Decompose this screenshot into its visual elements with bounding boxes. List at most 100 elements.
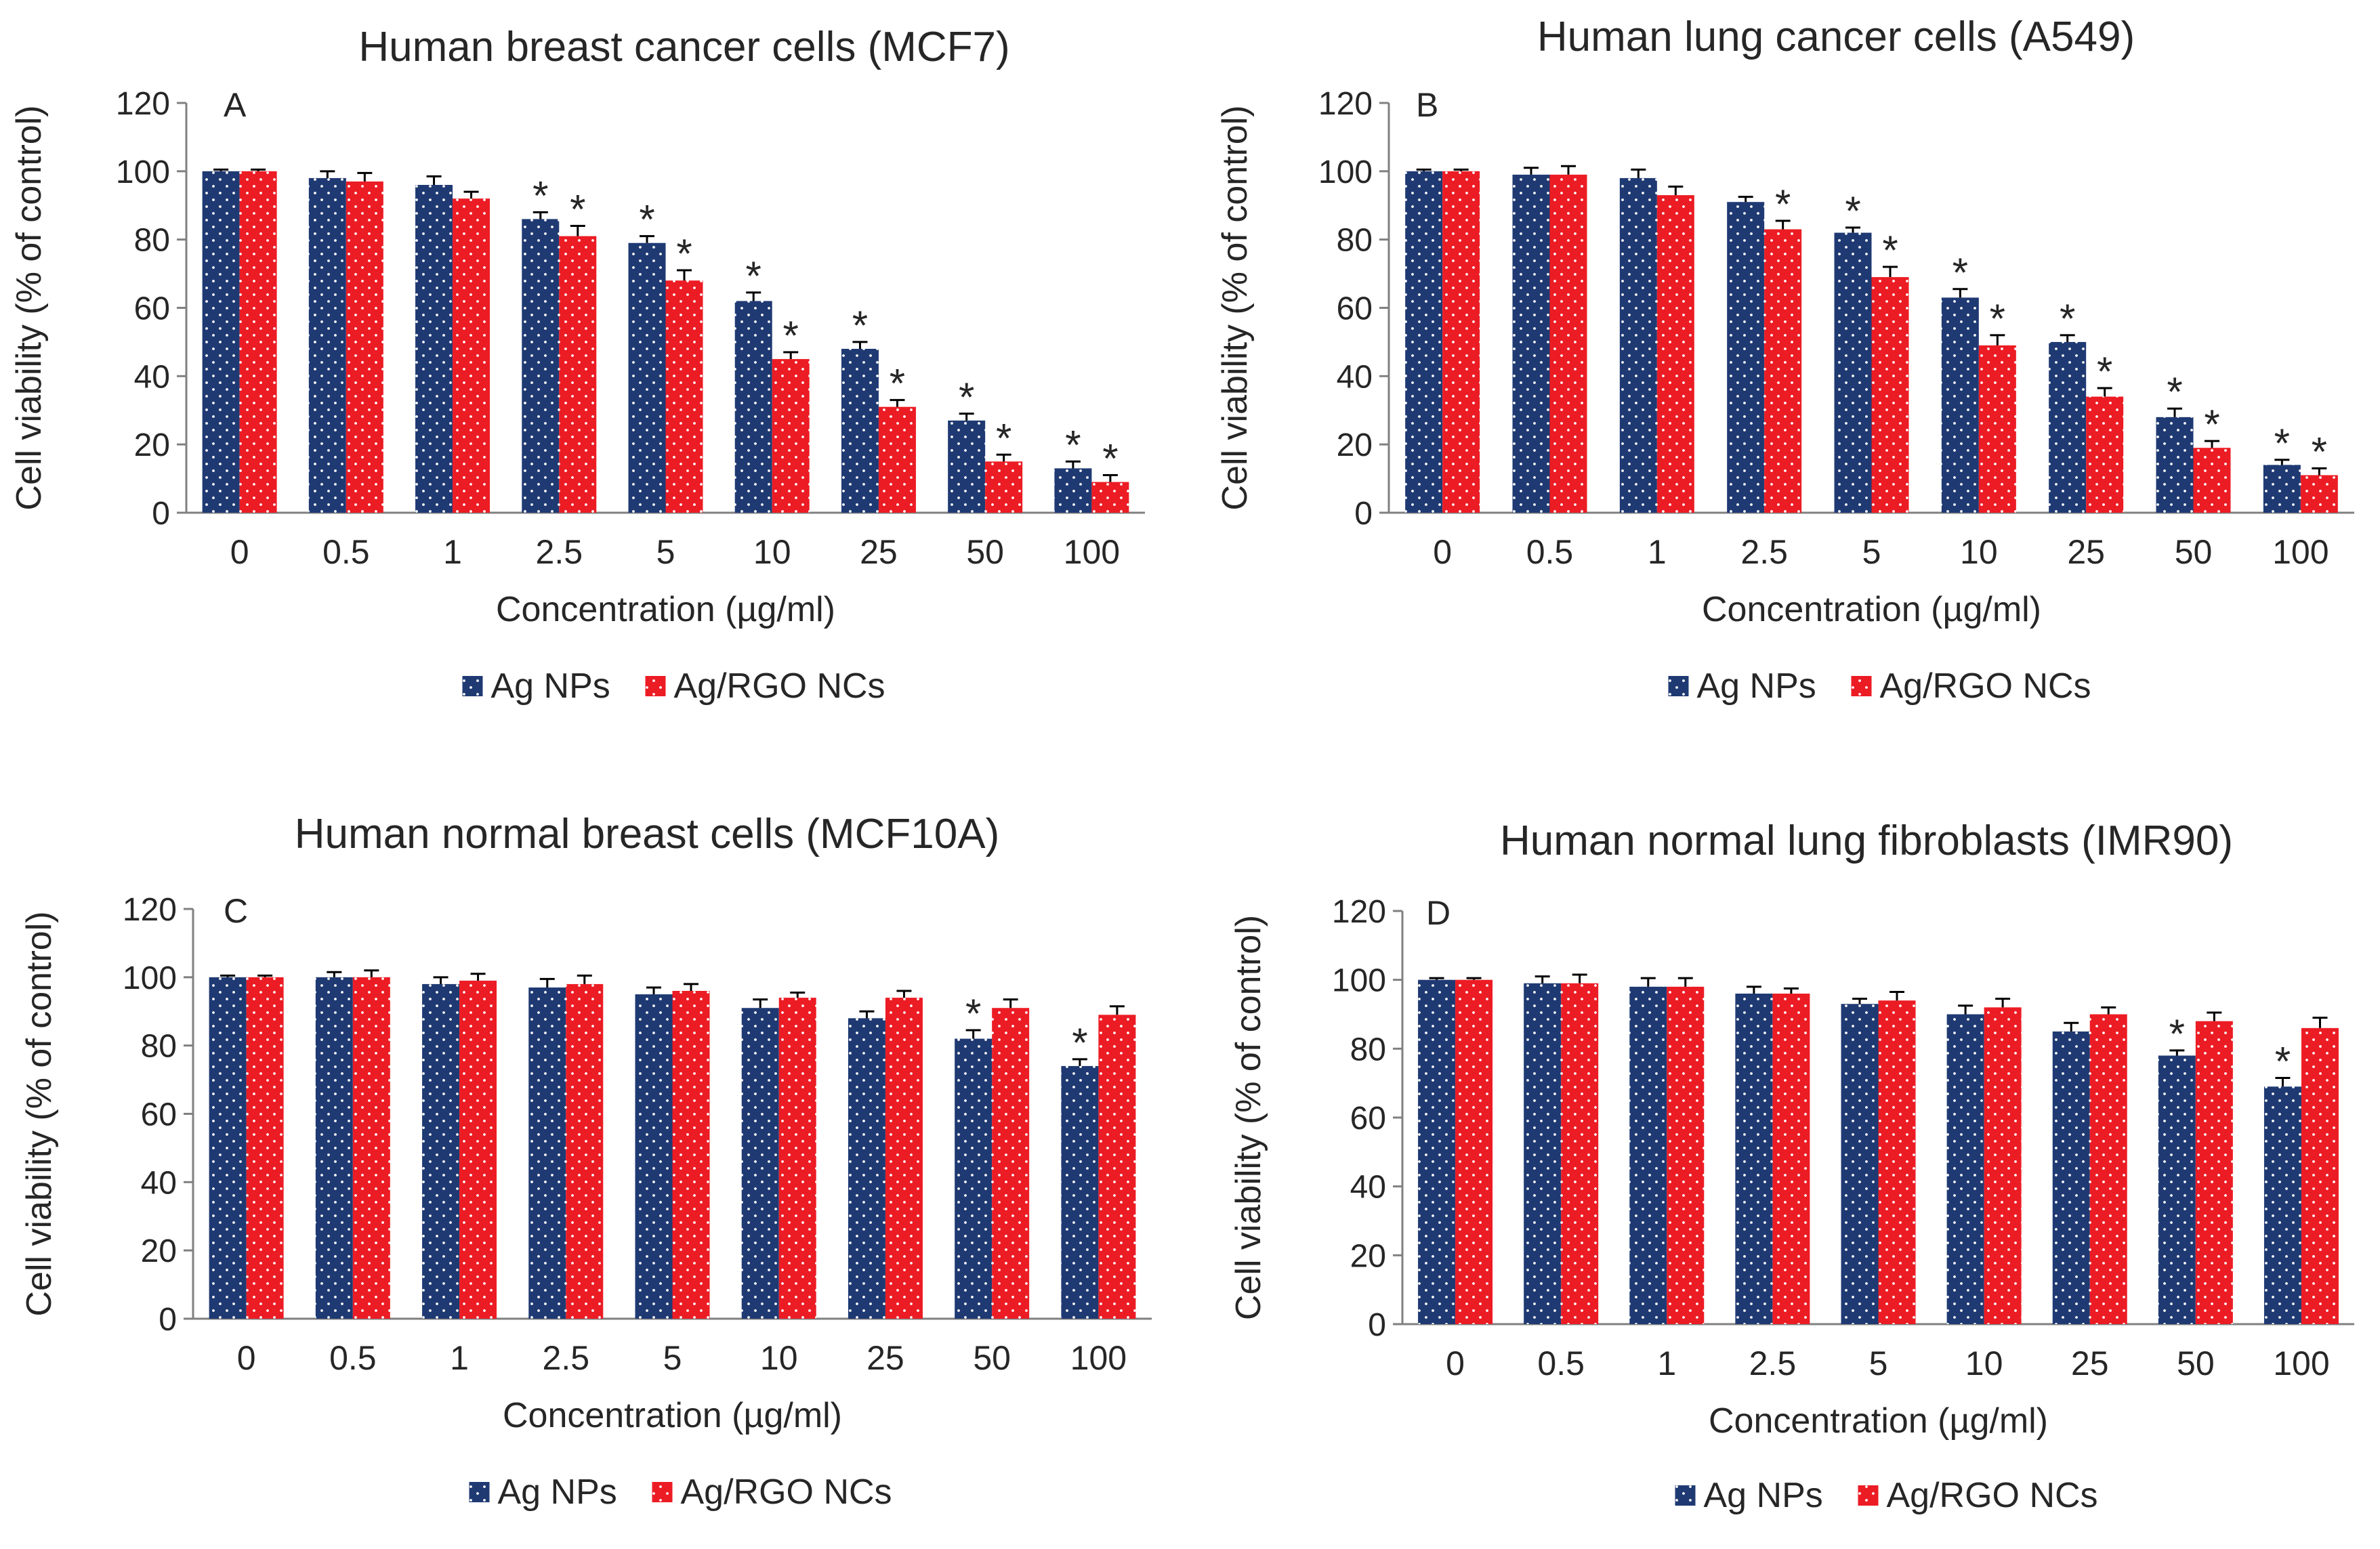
bar-ag-rgo-1 (1656, 195, 1694, 513)
bar-ag-rgo-0.5 (1561, 983, 1599, 1324)
x-tick-label: 50 (2175, 533, 2213, 571)
significance-star: * (959, 375, 974, 420)
y-tick-label: 60 (1337, 291, 1373, 327)
x-tick-label: 5 (656, 533, 675, 571)
significance-star: * (890, 361, 905, 406)
significance-star: * (2060, 296, 2075, 341)
bar-ag-nps-100 (1054, 468, 1092, 513)
y-tick-label: 0 (159, 1302, 177, 1338)
y-tick-label: 60 (134, 291, 170, 327)
bar-ag-nps-5 (635, 994, 673, 1319)
bar-ag-nps-25 (848, 1018, 885, 1319)
panel-c: Human normal breast cells (MCF10A) C 0 20 40… (20, 811, 1152, 1512)
significance-star: * (2275, 1039, 2291, 1084)
y-tick-label: 80 (1337, 223, 1373, 259)
y-tick-label: 100 (1318, 154, 1373, 190)
bar-ag-rgo-0 (239, 171, 277, 513)
bar-ag-rgo-50 (2193, 448, 2231, 513)
bar-ag-nps-10 (734, 301, 772, 513)
y-tick-label: 0 (1354, 496, 1373, 532)
x-axis-label: Concentration (µg/ml) (1702, 590, 2041, 629)
bar-ag-nps-5 (1841, 1004, 1879, 1324)
panel-label: C (224, 892, 248, 930)
legend-swatch-ag-rgo (1851, 676, 1872, 696)
x-tick-label: 5 (1862, 533, 1881, 571)
significance-star: * (1072, 1020, 1087, 1065)
bar-ag-nps-5 (1834, 232, 1872, 513)
x-tick-label: 50 (2177, 1344, 2215, 1382)
bar-ag-rgo-10 (1978, 345, 2016, 513)
y-tick-label: 40 (141, 1165, 177, 1201)
bar-ag-nps-10 (1941, 297, 1979, 513)
y-tick-label: 40 (1337, 359, 1373, 395)
panel-label: B (1416, 86, 1438, 124)
bar-ag-nps-25 (2052, 1031, 2090, 1324)
bar-ag-nps-0 (209, 977, 247, 1319)
bar-ag-rgo-10 (778, 998, 816, 1319)
legend-swatch-ag-rgo (1858, 1485, 1879, 1506)
bar-ag-rgo-25 (2086, 396, 2124, 513)
legend-label-ag-nps: Ag NPs (1704, 1476, 1823, 1515)
y-tick-label: 80 (141, 1029, 177, 1065)
y-tick-label: 60 (1350, 1101, 1386, 1137)
legend-swatch-ag-nps (1668, 676, 1689, 696)
x-tick-label: 0.5 (1526, 533, 1574, 571)
bar-ag-rgo-25 (885, 998, 923, 1319)
y-tick-label: 20 (134, 427, 170, 463)
x-tick-label: 1 (1657, 1344, 1676, 1382)
y-tick-label: 120 (123, 892, 177, 928)
y-tick-label: 40 (1350, 1170, 1386, 1206)
y-tick-label: 80 (134, 223, 170, 259)
bar-ag-nps-100 (2263, 465, 2301, 513)
significance-star: * (2097, 349, 2112, 394)
bar-ag-rgo-50 (985, 461, 1023, 513)
y-tick-label: 40 (134, 359, 170, 395)
legend-label-ag-rgo: Ag/RGO NCs (674, 666, 885, 706)
legend-label-ag-rgo: Ag/RGO NCs (1887, 1476, 2098, 1515)
bar-ag-nps-2.5 (1735, 994, 1773, 1324)
y-axis-label: Cell viability (% of control) (1229, 915, 1268, 1320)
bar-ag-nps-2.5 (1727, 202, 1765, 513)
bar-ag-nps-0.5 (1512, 174, 1550, 513)
significance-star: * (965, 991, 981, 1036)
y-tick-label: 20 (1337, 427, 1373, 463)
chart-title: Human lung cancer cells (A549) (1537, 14, 2135, 60)
x-tick-label: 100 (1070, 1339, 1127, 1377)
bar-ag-nps-0 (1405, 171, 1443, 513)
x-tick-label: 100 (1064, 533, 1120, 571)
x-tick-label: 10 (1960, 533, 1998, 571)
bar-ag-rgo-2.5 (566, 983, 604, 1319)
legend-swatch-ag-nps (469, 1482, 490, 1502)
y-axis-label: Cell viability (% of control) (20, 911, 59, 1316)
bar-ag-rgo-5 (1878, 1000, 1916, 1324)
significance-star: * (1882, 228, 1898, 273)
y-tick-label: 0 (152, 496, 170, 532)
significance-star: * (1102, 436, 1118, 482)
y-tick-label: 100 (123, 960, 177, 996)
bar-ag-nps-10 (1946, 1014, 1984, 1324)
bar-ag-rgo-1 (1667, 986, 1705, 1324)
x-tick-label: 0.5 (1537, 1344, 1585, 1382)
significance-star: * (676, 231, 692, 276)
chart-title: Human normal lung fibroblasts (IMR90) (1500, 818, 2233, 864)
legend-swatch-ag-rgo (652, 1482, 673, 1502)
bar-ag-nps-0.5 (308, 177, 346, 513)
legend-swatch-ag-rgo (645, 676, 666, 696)
bar-ag-nps-1 (1619, 177, 1657, 513)
y-tick-label: 20 (1350, 1238, 1386, 1274)
bar-ag-rgo-2.5 (1764, 229, 1802, 513)
bar-ag-rgo-100 (1098, 1015, 1136, 1319)
significance-star: * (2204, 402, 2219, 447)
significance-star: * (533, 173, 548, 218)
bar-ag-rgo-5 (672, 991, 710, 1319)
bar-ag-rgo-100 (2301, 1027, 2339, 1324)
significance-star: * (1845, 188, 1860, 234)
bar-ag-nps-50 (948, 420, 986, 513)
x-tick-label: 25 (860, 533, 898, 571)
chart-title: Human breast cancer cells (MCF7) (358, 24, 1009, 70)
y-tick-label: 20 (141, 1233, 177, 1269)
y-tick-label: 80 (1350, 1032, 1386, 1067)
legend-swatch-ag-nps (1675, 1485, 1696, 1506)
bar-ag-nps-50 (955, 1038, 993, 1319)
legend: Ag NPs Ag/RGO NCs (469, 1472, 892, 1512)
